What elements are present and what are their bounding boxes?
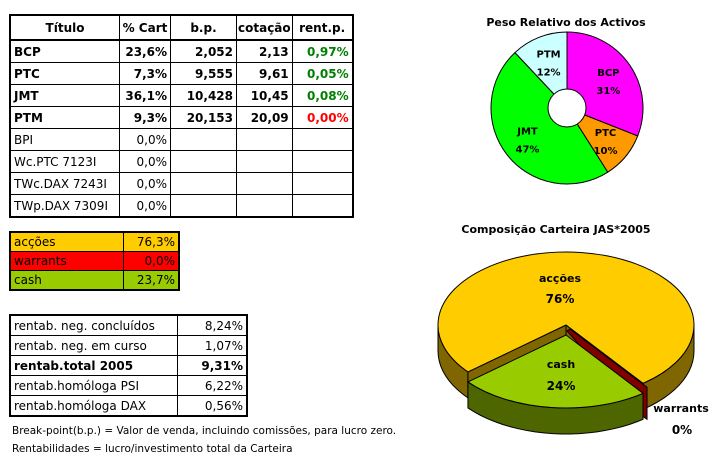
cell-rent: 0,97% xyxy=(291,39,354,63)
returns-table: rentab. neg. concluídos 8,24% rentab. neg.… xyxy=(9,314,248,417)
donut-slice-jmt xyxy=(490,51,609,185)
allocation-row: cash 23,7% xyxy=(9,270,180,291)
cell-rent xyxy=(291,172,354,195)
cell-titulo: JMT xyxy=(9,84,120,107)
table-row: BCP 23,6% 2,052 2,13 0,97% xyxy=(9,39,354,63)
cell-cart: 9,3% xyxy=(119,106,171,129)
cell-cotacao: 2,13 xyxy=(236,39,293,63)
table-row: PTM 9,3% 20,153 20,09 0,00% xyxy=(9,106,354,129)
returns-value: 0,56% xyxy=(177,395,248,417)
allocation-value: 76,3% xyxy=(123,231,180,252)
returns-value: 9,31% xyxy=(177,355,248,376)
pie3d-title: Composição Carteira JAS*2005 xyxy=(461,223,650,236)
pie3d-slice-accoes xyxy=(437,251,695,384)
allocation-value: 23,7% xyxy=(123,270,180,291)
cell-cotacao xyxy=(236,194,293,218)
pie3d-label: acções xyxy=(539,272,581,285)
cell-rent xyxy=(291,194,354,218)
header-cell: % Cart xyxy=(119,14,171,41)
returns-label: rentab. neg. em curso xyxy=(9,335,178,356)
cell-cotacao: 9,61 xyxy=(236,62,293,85)
pie3d-value: 24% xyxy=(547,379,576,393)
note-rentabilidades: Rentabilidades = lucro/investimento tota… xyxy=(12,443,293,455)
pie3d-value: 76% xyxy=(546,292,575,306)
cell-cart: 0,0% xyxy=(119,128,171,151)
allocation-row: warrants 0,0% xyxy=(9,251,180,271)
returns-value: 6,22% xyxy=(177,375,248,396)
table-row: TWp.DAX 7309I 0,0% xyxy=(9,194,354,218)
returns-row: rentab.homóloga PSI 6,22% xyxy=(9,375,248,396)
holdings-table: Título% Cart b.p. cotação rent.p. BCP 23,6% 2… xyxy=(9,14,354,218)
header-cell: rent.p. xyxy=(291,14,354,41)
cell-bp: 2,052 xyxy=(170,39,237,63)
header-cell: Título xyxy=(9,14,120,41)
pie3d-slice-cash xyxy=(466,334,645,409)
cell-cart: 0,0% xyxy=(119,172,171,195)
allocation-row: acções 76,3% xyxy=(9,231,180,252)
donut-value: 10% xyxy=(594,146,618,157)
header-cell: cotação xyxy=(236,14,293,41)
donut-label: PTM xyxy=(537,50,561,61)
donut-label: BCP xyxy=(597,68,619,79)
cell-titulo: TWp.DAX 7309I xyxy=(9,194,120,218)
cell-cotacao: 10,45 xyxy=(236,84,293,107)
cell-titulo: TWc.DAX 7243I xyxy=(9,172,120,195)
pie3d-label: cash xyxy=(547,358,575,371)
cell-cart: 23,6% xyxy=(119,39,171,63)
donut-value: 31% xyxy=(596,86,620,97)
returns-row: rentab. neg. concluídos 8,24% xyxy=(9,314,248,336)
donut-hole xyxy=(547,88,587,128)
allocation-label: warrants xyxy=(9,251,124,271)
cell-cotacao xyxy=(236,172,293,195)
returns-label: rentab.homóloga DAX xyxy=(9,395,178,417)
donut-label: PTC xyxy=(595,128,617,139)
cell-rent: 0,00% xyxy=(291,106,354,129)
table-row: TWc.DAX 7243I 0,0% xyxy=(9,172,354,195)
returns-row: rentab. neg. em curso 1,07% xyxy=(9,335,248,356)
returns-label: rentab. neg. concluídos xyxy=(9,314,178,336)
cell-cart: 0,0% xyxy=(119,194,171,218)
donut-label: JMT xyxy=(516,127,538,138)
returns-row: rentab.homóloga DAX 0,56% xyxy=(9,395,248,417)
allocation-value: 0,0% xyxy=(123,251,180,271)
cell-bp: 20,153 xyxy=(170,106,237,129)
header-cell: b.p. xyxy=(170,14,237,41)
pie3d-value: 0% xyxy=(672,423,692,437)
pie3d-label: warrants xyxy=(653,402,709,415)
allocation-table: acções 76,3% warrants 0,0% cash 23,7% xyxy=(9,231,180,291)
donut-slice-ptm xyxy=(514,31,568,110)
note-breakpoint: Break-point(b.p.) = Valor de venda, incl… xyxy=(12,425,397,437)
returns-label: rentab.homóloga PSI xyxy=(9,375,178,396)
cell-rent: 0,05% xyxy=(291,62,354,85)
cell-bp xyxy=(170,172,237,195)
cell-cotacao: 20,09 xyxy=(236,106,293,129)
donut-value: 12% xyxy=(537,68,561,79)
donut-title: Peso Relativo dos Activos xyxy=(486,16,646,29)
donut-value: 47% xyxy=(516,145,540,156)
cell-bp xyxy=(170,194,237,218)
allocation-label: cash xyxy=(9,270,124,291)
returns-value: 1,07% xyxy=(177,335,248,356)
